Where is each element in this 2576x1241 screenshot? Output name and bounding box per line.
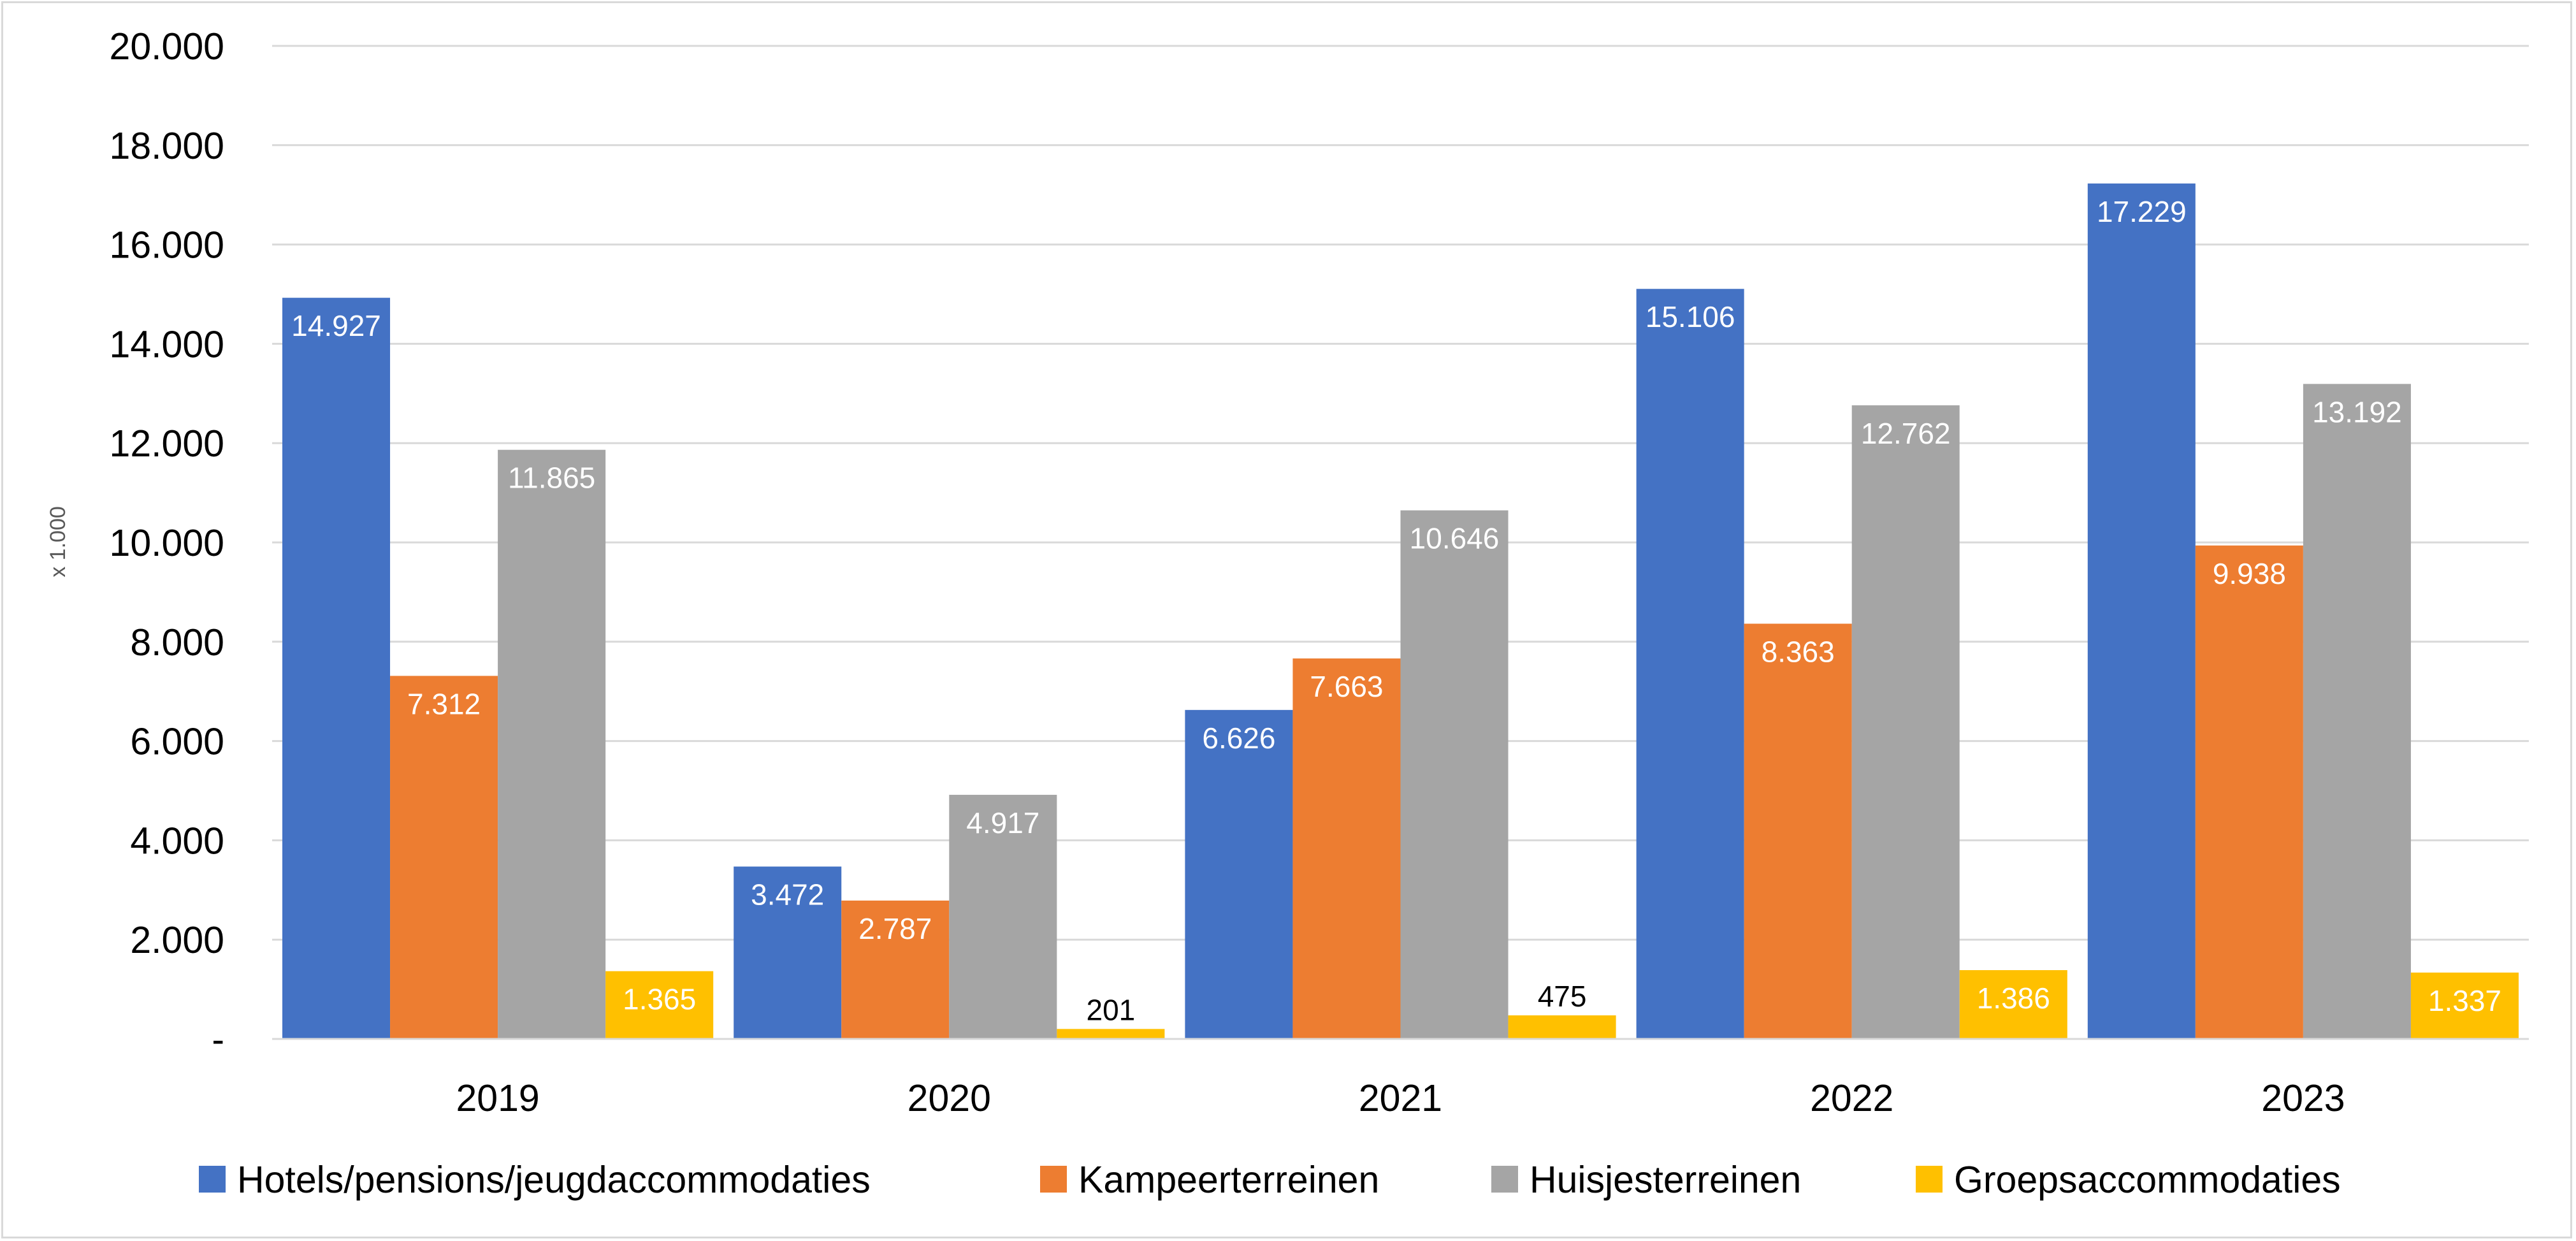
x-tick-label: 2021 bbox=[1359, 1077, 1442, 1119]
bar bbox=[1185, 709, 1293, 1039]
y-tick-label: 16.000 bbox=[110, 224, 224, 266]
legend-swatch bbox=[1491, 1166, 1518, 1193]
bar bbox=[1636, 289, 1744, 1039]
y-tick-label: 2.000 bbox=[130, 919, 224, 961]
legend-swatch bbox=[199, 1166, 226, 1193]
data-label: 15.106 bbox=[1646, 300, 1735, 333]
bar bbox=[1959, 970, 2067, 1039]
bar bbox=[1508, 1015, 1616, 1039]
data-labels: 14.927 7.312 11.865 1.365 3.472 2.787 4.917 201… bbox=[291, 195, 2501, 1026]
bar bbox=[282, 298, 391, 1039]
data-label: 17.229 bbox=[2097, 195, 2187, 228]
legend-label: Huisjesterreinen bbox=[1530, 1159, 1801, 1201]
data-label: 12.762 bbox=[1861, 417, 1951, 450]
data-label: 1.365 bbox=[623, 983, 696, 1016]
data-label: 475 bbox=[1538, 980, 1587, 1013]
data-label: 11.865 bbox=[508, 461, 595, 495]
x-axis-ticks: 2019 2020 2021 2022 2023 bbox=[456, 1077, 2345, 1119]
bar bbox=[1292, 658, 1401, 1039]
bar bbox=[1851, 405, 1960, 1039]
y-tick-label: 8.000 bbox=[130, 621, 224, 664]
legend-item: Huisjesterreinen bbox=[1491, 1159, 1801, 1201]
bar bbox=[2303, 384, 2411, 1039]
x-tick-label: 2019 bbox=[456, 1077, 539, 1119]
y-tick-label: 10.000 bbox=[110, 522, 224, 564]
y-axis-label: x 1.000 bbox=[46, 506, 70, 577]
bar bbox=[2410, 972, 2519, 1039]
y-tick-label: 20.000 bbox=[110, 25, 224, 68]
data-label: 10.646 bbox=[1410, 522, 1500, 555]
bar bbox=[841, 900, 950, 1039]
legend-item: Kampeerterreinen bbox=[1040, 1159, 1379, 1201]
legend: Hotels/pensions/jeugdaccommodaties Kampee… bbox=[199, 1159, 2341, 1201]
y-tick-label: 12.000 bbox=[110, 423, 224, 465]
legend-label: Kampeerterreinen bbox=[1078, 1159, 1379, 1201]
bar bbox=[1057, 1029, 1165, 1039]
legend-swatch bbox=[1916, 1166, 1943, 1193]
data-label: 201 bbox=[1087, 993, 1136, 1026]
x-tick-label: 2020 bbox=[908, 1077, 991, 1119]
legend-label: Hotels/pensions/jeugdaccommodaties bbox=[237, 1159, 871, 1201]
bar bbox=[605, 971, 714, 1039]
bar bbox=[498, 449, 606, 1039]
data-label: 7.663 bbox=[1310, 670, 1383, 703]
y-tick-label: 18.000 bbox=[110, 125, 224, 167]
data-label: 4.917 bbox=[966, 806, 1039, 839]
bar bbox=[1400, 510, 1509, 1039]
bar bbox=[1744, 623, 1852, 1039]
data-label: 1.337 bbox=[2428, 984, 2501, 1017]
legend-label: Groepsaccommodaties bbox=[1954, 1159, 2341, 1201]
data-label: 1.386 bbox=[1977, 982, 2050, 1015]
y-tick-label: - bbox=[212, 1019, 224, 1061]
data-label: 6.626 bbox=[1202, 722, 1275, 755]
y-tick-label: 14.000 bbox=[110, 323, 224, 365]
bar bbox=[2195, 545, 2303, 1039]
bars bbox=[282, 183, 2519, 1040]
legend-item: Groepsaccommodaties bbox=[1916, 1159, 2341, 1201]
y-axis-ticks: - 2.000 4.000 6.000 8.000 10.000 12.000 14.000 1… bbox=[110, 25, 224, 1061]
legend-swatch bbox=[1040, 1166, 1067, 1193]
data-label: 9.938 bbox=[2213, 557, 2286, 590]
legend-item: Hotels/pensions/jeugdaccommodaties bbox=[199, 1159, 871, 1201]
data-label: 3.472 bbox=[751, 878, 824, 911]
bar bbox=[390, 676, 498, 1039]
data-label: 13.192 bbox=[2312, 395, 2402, 428]
bar bbox=[949, 794, 1057, 1039]
data-label: 2.787 bbox=[858, 912, 932, 945]
bar bbox=[734, 866, 842, 1039]
y-tick-label: 6.000 bbox=[130, 721, 224, 763]
bar bbox=[2087, 183, 2196, 1040]
x-tick-label: 2023 bbox=[2261, 1077, 2345, 1119]
data-label: 14.927 bbox=[291, 309, 381, 342]
x-tick-label: 2022 bbox=[1810, 1077, 1893, 1119]
y-tick-label: 4.000 bbox=[130, 820, 224, 862]
data-label: 8.363 bbox=[1762, 635, 1835, 669]
data-label: 7.312 bbox=[407, 687, 481, 720]
